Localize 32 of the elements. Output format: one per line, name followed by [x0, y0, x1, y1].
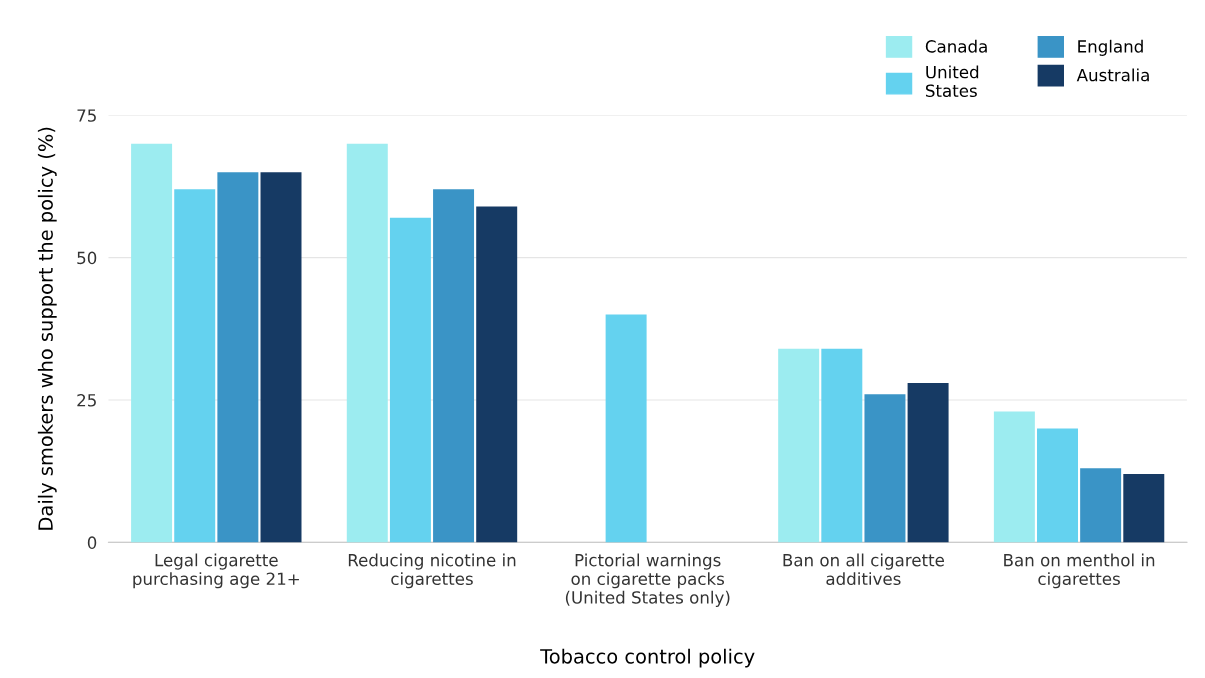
- y-tick-label: 50: [77, 251, 97, 265]
- bar: [433, 189, 475, 543]
- bar: [821, 348, 863, 543]
- x-tick-label: Legal cigarette purchasing age 21+: [133, 553, 299, 589]
- bar: [993, 411, 1035, 543]
- bar: [1080, 468, 1122, 543]
- bar: [217, 172, 259, 543]
- x-tick-label: Reducing nicotine in cigarettes: [348, 553, 516, 589]
- bar: [131, 143, 173, 543]
- bar: [778, 348, 820, 543]
- bar: [864, 394, 906, 543]
- legend-label: England: [1078, 39, 1143, 56]
- y-tick-label: 25: [77, 393, 96, 407]
- x-tick-label: Ban on all cigarette additives: [783, 553, 944, 586]
- bar: [1123, 474, 1165, 543]
- bar: [605, 314, 647, 543]
- y-axis-title: Daily smokers who support the policy (%): [37, 127, 57, 530]
- bar: [260, 172, 302, 543]
- x-tick-label: Ban on menthol in cigarettes: [1004, 553, 1155, 589]
- legend-label: Canada: [925, 39, 987, 53]
- bar: [1037, 428, 1078, 543]
- bar: [476, 206, 518, 543]
- x-tick-label: Pictorial warnings on cigarette packs (United States only): [565, 553, 730, 607]
- x-axis-title: Tobacco control policy: [540, 648, 755, 668]
- bar: [907, 382, 949, 543]
- y-tick-label: 0: [87, 536, 97, 549]
- bar: [389, 217, 431, 543]
- legend-label: Australia: [1076, 68, 1149, 82]
- bar: [346, 143, 388, 543]
- legend-label: United States: [925, 65, 979, 98]
- bar: [174, 189, 216, 543]
- y-tick-label: 75: [77, 109, 96, 122]
